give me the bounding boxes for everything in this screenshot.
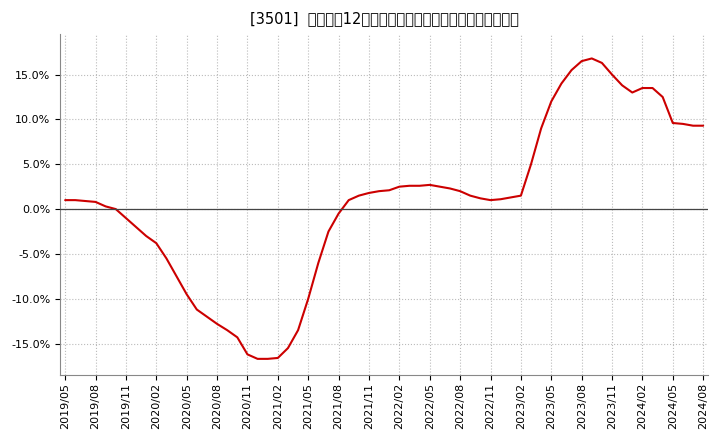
Title: [3501]  売上高の12か月移動合計の対前年同期増減率の推移: [3501] 売上高の12か月移動合計の対前年同期増減率の推移	[250, 11, 518, 26]
